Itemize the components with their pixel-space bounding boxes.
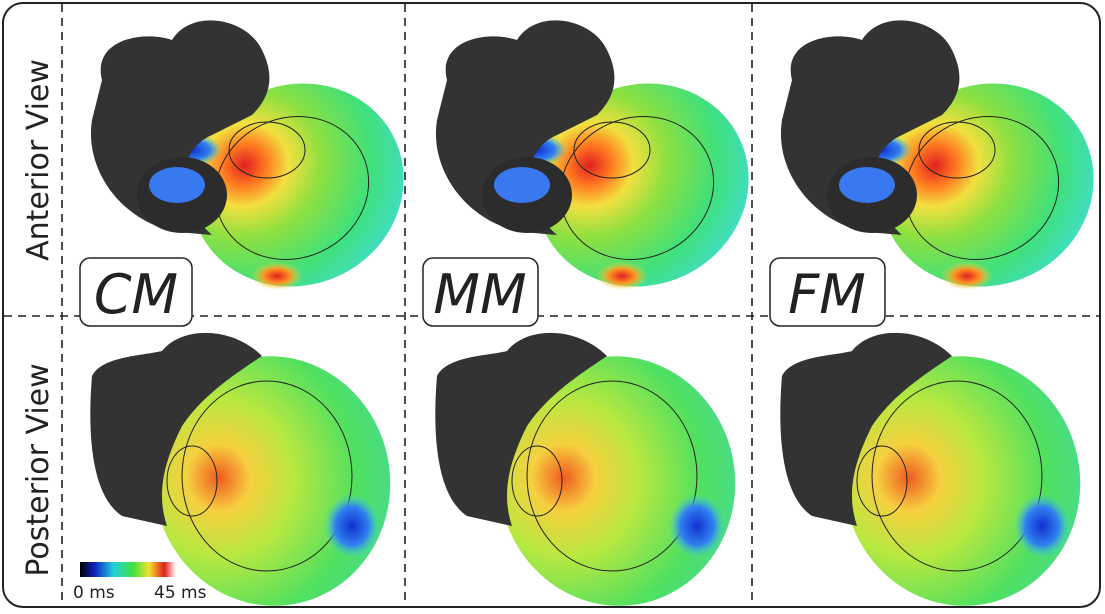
- row-label: Posterior View: [21, 363, 56, 576]
- label-box: [769, 257, 886, 327]
- column-label: MM: [433, 263, 526, 326]
- label-box: [79, 257, 193, 327]
- heart-maps: [89, 19, 1105, 614]
- column-label: CM: [94, 263, 178, 326]
- column-label: FM: [788, 263, 866, 326]
- colorbar-max: 45 ms: [154, 583, 207, 603]
- colorbar: [80, 562, 176, 577]
- heart-posterior: [434, 332, 756, 614]
- label-box: [422, 257, 539, 327]
- heart-posterior: [779, 332, 1101, 614]
- row-label: Anterior View: [21, 59, 56, 261]
- colorbar-min: 0 ms: [73, 583, 115, 603]
